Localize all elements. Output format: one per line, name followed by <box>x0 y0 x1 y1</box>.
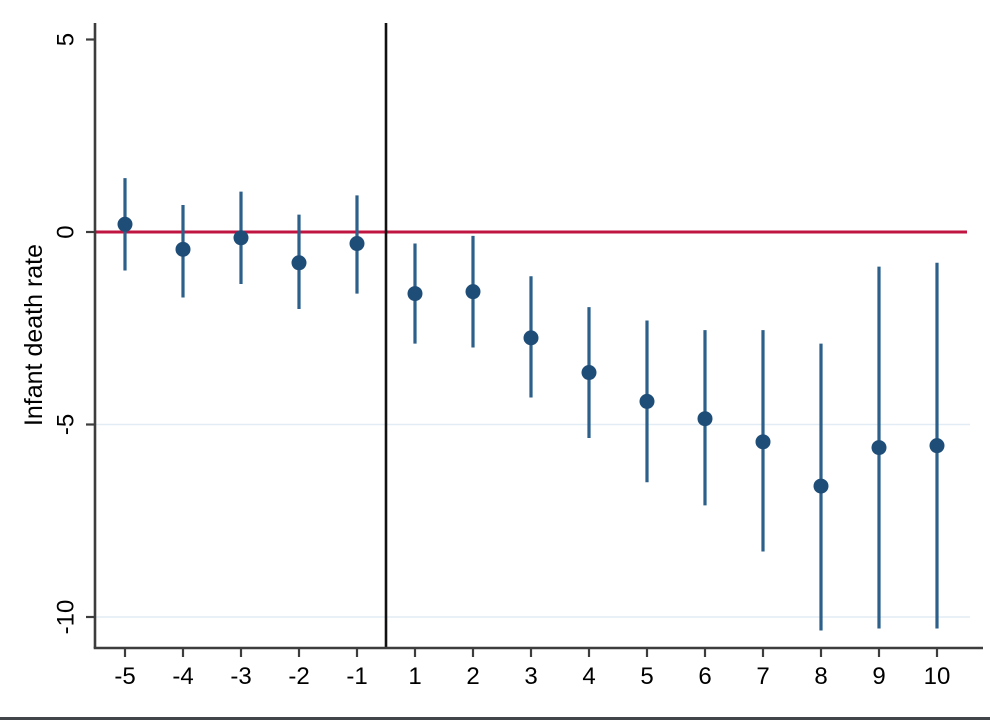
x-tick-label: 6 <box>698 663 711 690</box>
y-tick-label: -10 <box>53 600 80 635</box>
point-marker <box>291 255 307 271</box>
y-tick-label: -5 <box>53 414 80 435</box>
point-marker <box>465 284 481 300</box>
x-tick-label: -5 <box>114 663 135 690</box>
point-marker <box>349 236 365 252</box>
point-marker <box>407 286 423 302</box>
x-tick-label: 3 <box>524 663 537 690</box>
point-marker <box>175 241 191 257</box>
x-tick-label: 7 <box>756 663 769 690</box>
x-tick-label: -4 <box>172 663 193 690</box>
point-marker <box>233 230 249 246</box>
y-tick-label: 5 <box>53 33 80 46</box>
x-tick-label: 2 <box>466 663 479 690</box>
point-marker <box>117 216 133 232</box>
x-tick-label: -1 <box>346 663 367 690</box>
window-bottom-border <box>0 717 990 720</box>
x-tick-label: 10 <box>924 663 951 690</box>
x-tick-label: 9 <box>872 663 885 690</box>
y-tick-label: 0 <box>53 225 80 238</box>
x-tick-label: 8 <box>814 663 827 690</box>
point-marker <box>813 478 829 494</box>
y-axis-title: Infant death rate <box>20 244 48 426</box>
point-marker <box>581 365 597 381</box>
point-marker <box>929 438 945 454</box>
x-tick-label: 4 <box>582 663 595 690</box>
point-marker <box>639 393 655 409</box>
point-marker <box>523 330 539 346</box>
x-tick-label: -3 <box>230 663 251 690</box>
point-marker <box>871 440 887 456</box>
x-tick-label: 1 <box>408 663 421 690</box>
x-tick-label: -2 <box>288 663 309 690</box>
point-marker <box>755 434 771 450</box>
point-marker <box>697 411 713 427</box>
x-tick-label: 5 <box>640 663 653 690</box>
